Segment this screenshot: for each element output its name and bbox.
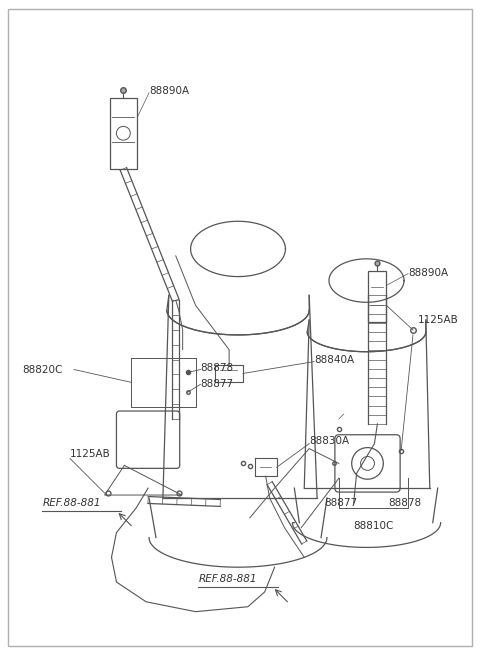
Text: 88877: 88877 xyxy=(324,498,357,508)
Text: 1125AB: 1125AB xyxy=(418,315,459,325)
Text: 1125AB: 1125AB xyxy=(70,449,111,458)
Bar xyxy=(369,271,386,322)
Text: 88830A: 88830A xyxy=(309,436,349,445)
Text: REF.88-881: REF.88-881 xyxy=(42,498,101,508)
Text: 88820C: 88820C xyxy=(23,365,63,375)
Text: 88890A: 88890A xyxy=(408,268,448,278)
Text: 88877: 88877 xyxy=(201,379,234,389)
Text: 88878: 88878 xyxy=(201,362,234,373)
Text: 88840A: 88840A xyxy=(314,354,354,365)
FancyBboxPatch shape xyxy=(117,411,180,468)
Text: REF.88-881: REF.88-881 xyxy=(199,574,257,584)
Text: 88890A: 88890A xyxy=(149,86,189,96)
Text: 88810C: 88810C xyxy=(354,521,394,531)
Bar xyxy=(109,98,137,169)
FancyBboxPatch shape xyxy=(335,435,400,492)
Text: 88878: 88878 xyxy=(388,498,421,508)
